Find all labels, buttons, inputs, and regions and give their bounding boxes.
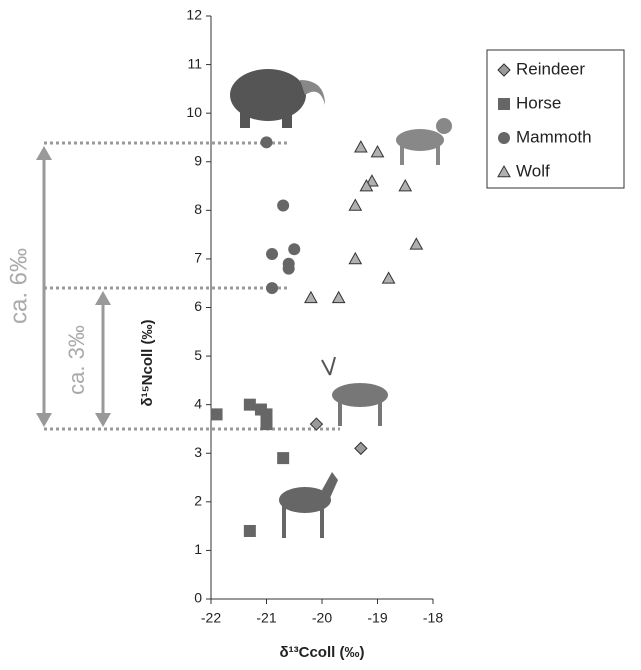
point [211,408,223,420]
y-tick-label: 3 [194,444,202,460]
x-tick-label: -22 [201,610,221,626]
x-tick-label: -20 [312,610,332,626]
point [349,199,361,210]
point [410,238,422,249]
y-tick-label: 0 [194,590,202,606]
legend-label: Mammoth [516,127,592,146]
y-tick-label: 5 [194,347,202,363]
point [283,263,295,275]
y-tick-label: 7 [194,250,202,266]
y-tick-label: 1 [194,541,202,557]
y-tick-label: 12 [186,7,202,23]
point [305,292,317,303]
y-tick-label: 11 [187,55,202,71]
y-tick-label: 6 [194,298,202,314]
annotation: ca. 3‰ [64,325,89,395]
y-tick-label: 4 [194,395,202,411]
point [349,253,361,264]
reindeer-picture [322,357,388,426]
point [244,525,256,537]
point [288,243,300,255]
point [277,452,289,464]
legend-label: Reindeer [516,59,585,78]
point [355,141,367,152]
point [399,180,411,191]
mammoth-picture [230,69,325,128]
legend-marker [498,98,510,110]
x-tick-label: -18 [423,610,443,626]
point [261,418,273,430]
y-tick-label: 9 [194,152,202,168]
point [261,136,273,148]
wolf-picture [396,118,452,165]
chart: ca. 6‰ ca. 3‰ δ¹³Ccoll (‰) δ¹⁵Ncoll (‰) … [0,0,641,665]
point [383,272,395,283]
x-tick-label: -19 [367,610,387,626]
horse-picture [279,472,338,538]
y-tick-label: 2 [194,493,202,509]
annotation: ca. 6‰ [5,248,32,324]
point [266,248,278,260]
x-axis-title: δ¹³Ccoll (‰) [280,644,365,661]
legend-label: Horse [516,93,561,112]
point [266,282,278,294]
point [244,399,256,411]
point [372,146,384,157]
point [333,292,345,303]
page: ca. 6‰ ca. 3‰ δ¹³Ccoll (‰) δ¹⁵Ncoll (‰) … [0,0,641,670]
y-tick-label: 10 [186,104,202,120]
y-axis-title: δ¹⁵Ncoll (‰) [139,320,156,407]
legend-label: Wolf [516,161,550,180]
y-tick-label: 8 [194,201,202,217]
point [277,199,289,211]
legend-marker [498,132,510,144]
point [355,442,367,454]
x-tick-label: -21 [256,610,276,626]
